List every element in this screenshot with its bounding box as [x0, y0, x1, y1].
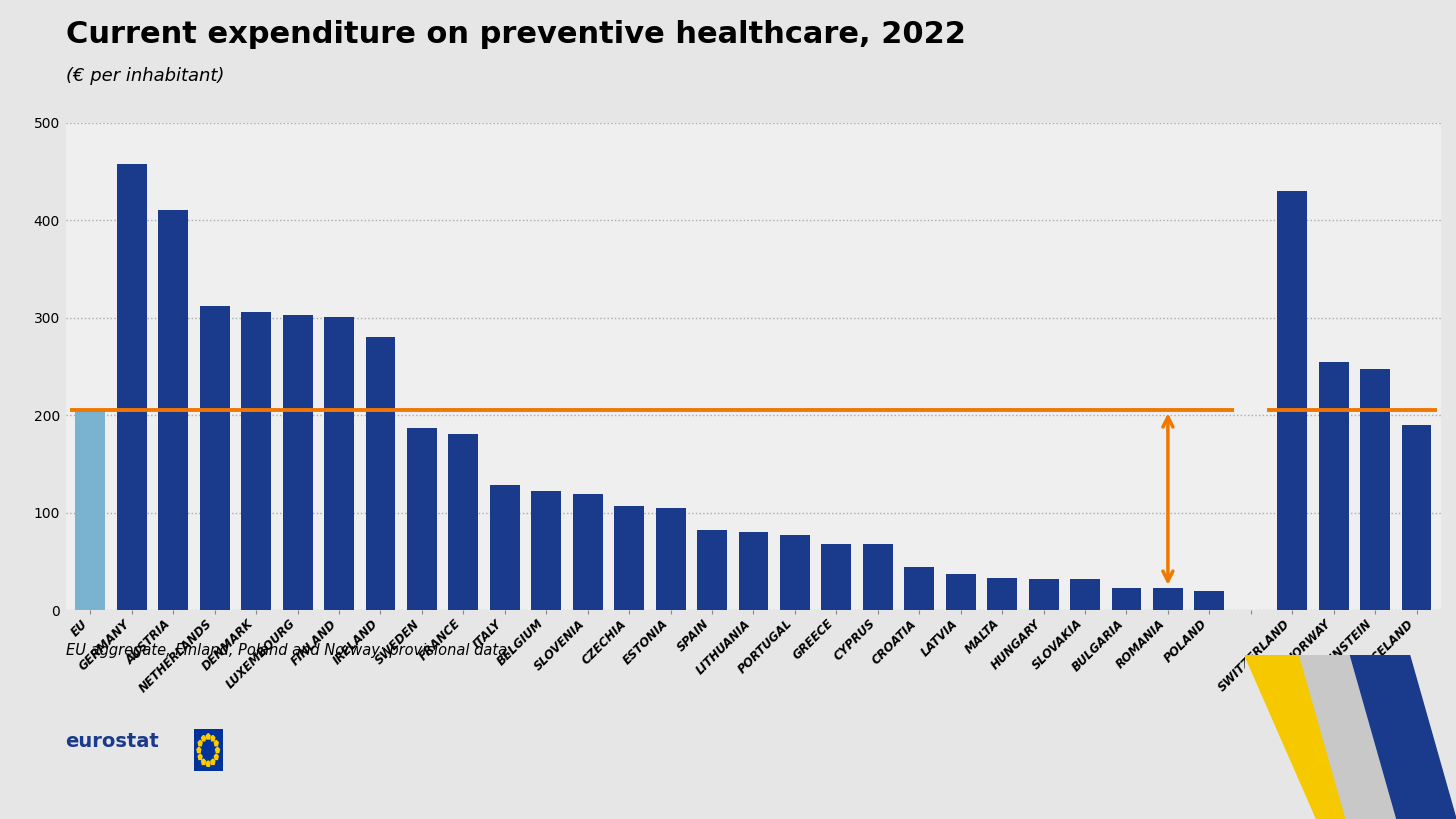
Text: (€ per inhabitant): (€ per inhabitant)	[66, 67, 224, 85]
Polygon shape	[1245, 655, 1376, 819]
Bar	[821, 544, 852, 610]
Text: Current expenditure on preventive healthcare, 2022: Current expenditure on preventive health…	[66, 20, 965, 49]
Text: eurostat: eurostat	[66, 731, 159, 751]
Bar	[863, 544, 893, 610]
Bar	[946, 574, 976, 610]
Bar	[1070, 579, 1099, 610]
Bar	[1153, 588, 1182, 610]
Bar	[1402, 425, 1431, 610]
Polygon shape	[1300, 655, 1401, 819]
Bar	[1277, 191, 1307, 610]
Bar	[904, 568, 935, 610]
Bar	[242, 312, 271, 610]
Bar	[76, 410, 105, 610]
Bar	[614, 506, 644, 610]
Bar	[365, 337, 396, 610]
Bar	[159, 210, 188, 610]
Bar	[325, 317, 354, 610]
Bar	[408, 428, 437, 610]
Polygon shape	[1351, 655, 1456, 819]
Bar	[199, 306, 230, 610]
Bar	[448, 434, 478, 610]
Bar	[655, 508, 686, 610]
Text: EU aggregate, Finland, Poland and Norway: provisional data.: EU aggregate, Finland, Poland and Norway…	[66, 643, 511, 658]
Bar	[987, 578, 1018, 610]
Bar	[697, 530, 727, 610]
Bar	[282, 314, 313, 610]
Bar	[1194, 590, 1224, 610]
Bar	[1319, 362, 1348, 610]
Bar	[572, 494, 603, 610]
Bar	[780, 535, 810, 610]
Bar	[738, 532, 769, 610]
Bar	[1028, 579, 1059, 610]
Bar	[489, 486, 520, 610]
Bar	[1360, 369, 1390, 610]
Bar	[116, 164, 147, 610]
Bar	[531, 491, 561, 610]
Bar	[1111, 588, 1142, 610]
